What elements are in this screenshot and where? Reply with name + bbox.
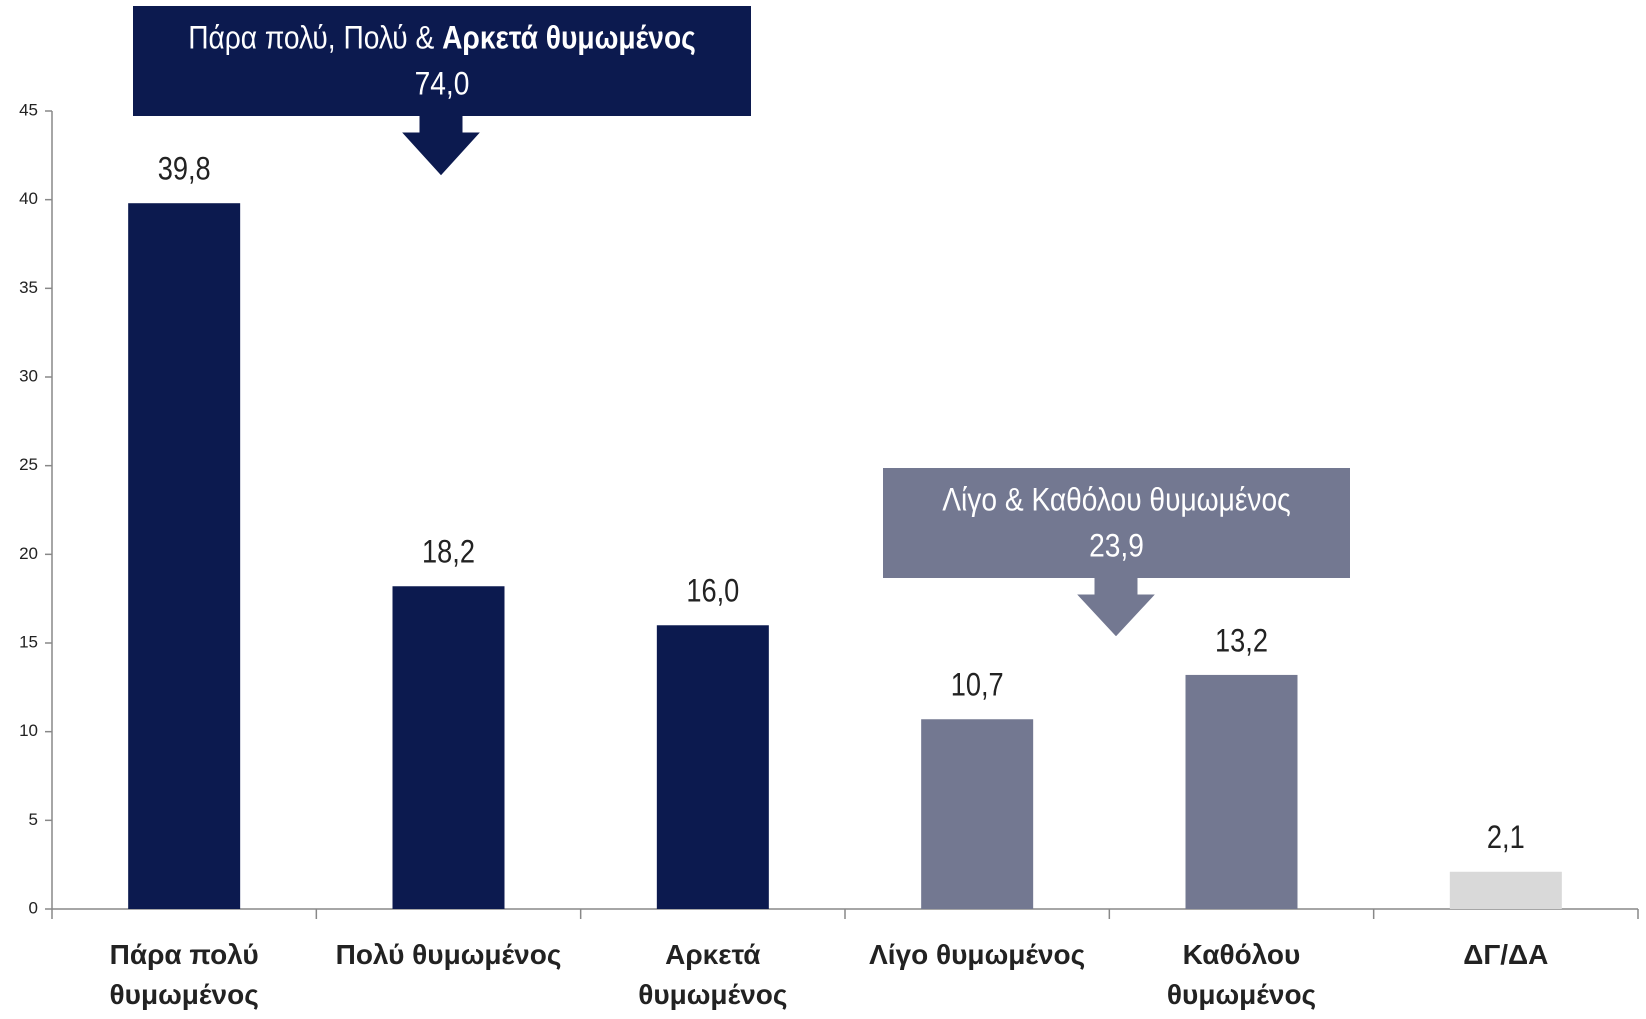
y-tick-label: 40 xyxy=(19,189,38,208)
y-tick-label: 25 xyxy=(19,455,38,474)
y-tick-label: 35 xyxy=(19,278,38,297)
value-label: 2,1 xyxy=(1487,820,1525,856)
y-tick-label: 10 xyxy=(19,721,38,740)
annotation-box xyxy=(883,468,1350,578)
x-tick-label: Καθόλου θυμωμένος xyxy=(1166,939,1317,1010)
bar xyxy=(921,719,1034,909)
annotation-arrow xyxy=(399,111,483,177)
annotation-text-part: Λίγο & Καθόλου θυμωμένος xyxy=(942,483,1290,518)
annotation-value: 23,9 xyxy=(1089,529,1144,564)
annotation-arrow xyxy=(1074,573,1158,638)
bar xyxy=(392,586,505,909)
y-tick-label: 15 xyxy=(19,632,38,651)
x-tick-label: Πολύ θυμωμένος xyxy=(335,939,562,970)
annotation-box xyxy=(133,6,751,116)
y-tick-label: 0 xyxy=(29,898,38,917)
bar xyxy=(128,203,241,910)
y-tick-label: 30 xyxy=(19,366,38,385)
annotation: Λίγο & Καθόλου θυμωμένος 23,9 xyxy=(883,468,1350,638)
x-tick-label: Λίγο θυμωμένος xyxy=(869,939,1086,970)
annotation-text: Λίγο & Καθόλου θυμωμένος xyxy=(942,483,1290,518)
value-label: 18,2 xyxy=(422,535,475,571)
bar xyxy=(1185,674,1298,909)
y-tick-label: 5 xyxy=(29,810,38,829)
x-tick-label: Αρκετά θυμωμένος xyxy=(638,939,788,1010)
x-tick-label: Πάρα πολύ θυμωμένος xyxy=(109,939,259,1010)
value-label: 10,7 xyxy=(951,668,1004,704)
annotation-text: Πάρα πολύ, Πολύ & Αρκετά θυμωμένος xyxy=(188,21,696,56)
y-tick-label: 45 xyxy=(19,100,38,119)
x-tick-label: ΔΓ/ΔΑ xyxy=(1463,939,1549,970)
annotation: Πάρα πολύ, Πολύ & Αρκετά θυμωμένος 74,0 xyxy=(133,6,751,177)
bar xyxy=(1449,871,1562,909)
value-label: 13,2 xyxy=(1215,623,1268,659)
bar xyxy=(656,625,769,909)
annotation-text-bold: Αρκετά θυμωμένος xyxy=(442,21,696,56)
y-tick-label: 20 xyxy=(19,544,38,563)
annotation-text-part: Πάρα πολύ, Πολύ & xyxy=(188,21,434,56)
annotation-value: 74,0 xyxy=(415,67,470,102)
value-label: 16,0 xyxy=(686,574,739,610)
value-label: 39,8 xyxy=(158,152,211,188)
